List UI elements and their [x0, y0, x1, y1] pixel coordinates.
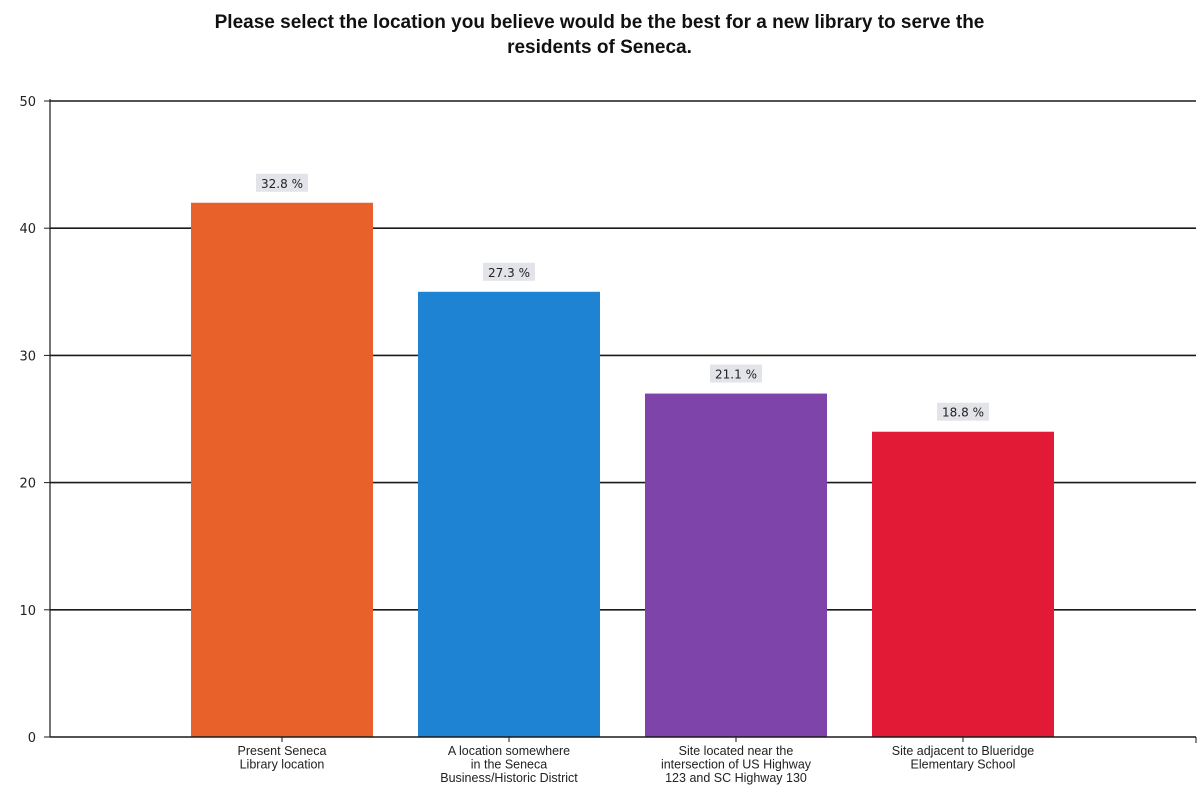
bar [645, 393, 827, 737]
chart-title: Please select the location you believe w… [214, 12, 985, 58]
data-label-bg [483, 262, 535, 281]
category-label: Present Seneca [238, 744, 327, 758]
y-tick-label: 30 [19, 349, 36, 364]
category-label: A location somewhere [448, 744, 570, 758]
bar [418, 291, 600, 737]
category-label: intersection of US Highway [661, 758, 812, 772]
y-tick-label: 20 [19, 477, 36, 492]
data-label: 21.1 % [715, 368, 757, 382]
category-label: in the Seneca [471, 758, 547, 772]
category-label: Library location [240, 758, 325, 772]
y-tick-label: 10 [19, 604, 36, 619]
category-label: 123 and SC Highway 130 [665, 771, 807, 785]
category-label: Elementary School [911, 758, 1016, 772]
y-tick-label: 40 [19, 222, 36, 237]
y-tick-label: 50 [19, 95, 36, 110]
y-tick-label: 0 [28, 731, 36, 746]
category-label: Site located near the [679, 744, 794, 758]
data-label-bg [256, 173, 308, 192]
data-label: 32.8 % [261, 177, 303, 191]
data-label: 18.8 % [942, 406, 984, 420]
data-label: 27.3 % [488, 266, 530, 280]
category-label: Business/Historic District [440, 771, 578, 785]
category-label: Site adjacent to Blueridge [892, 744, 1035, 758]
data-label-bg [937, 402, 989, 421]
bar [872, 431, 1054, 737]
bar [191, 202, 373, 737]
data-label-bg [710, 364, 762, 383]
